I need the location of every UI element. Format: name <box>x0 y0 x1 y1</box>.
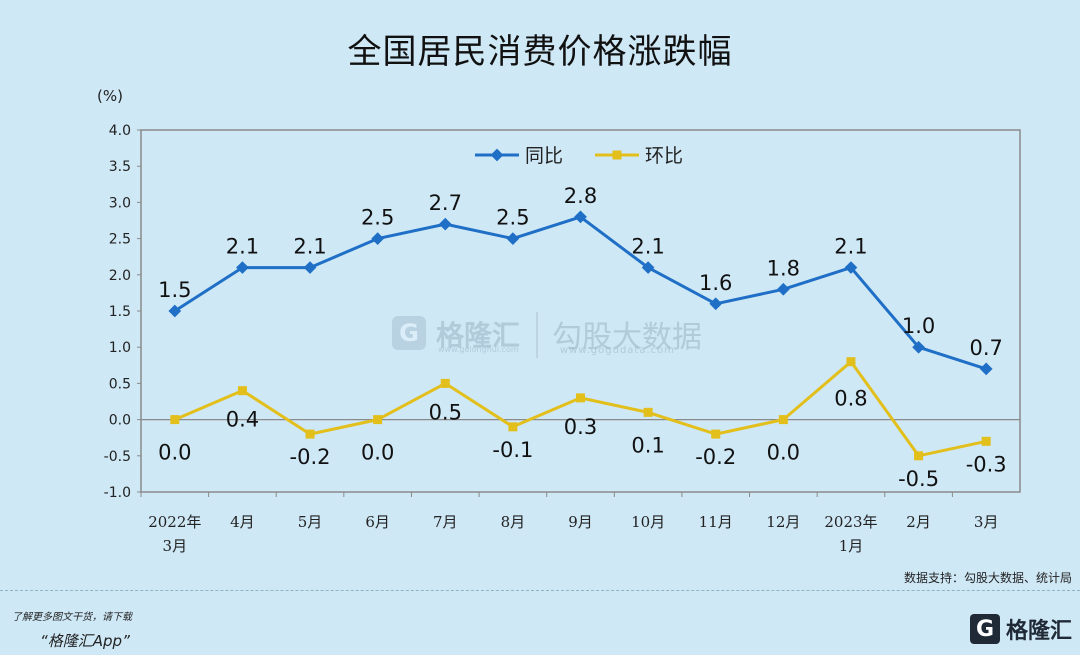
x-tick-label: 3月 <box>163 537 188 555</box>
legend-marker <box>612 150 622 160</box>
data-label: -0.5 <box>898 467 939 491</box>
data-point <box>643 407 653 417</box>
footer-divider <box>0 590 1080 591</box>
y-tick-label: 3.5 <box>109 159 131 175</box>
legend-label: 同比 <box>525 145 563 167</box>
data-label: 2.5 <box>361 206 394 230</box>
watermark-brand-url: www.gelonghui.com <box>438 345 519 354</box>
legend-marker <box>490 148 504 162</box>
data-label: 2.7 <box>429 191 462 215</box>
y-tick-label: 0.5 <box>109 376 131 392</box>
x-tick-label: 3月 <box>974 513 999 531</box>
chart-title: 全国居民消费价格涨跌幅 <box>347 32 733 72</box>
watermark-divider <box>536 312 538 358</box>
data-label: 0.8 <box>834 387 867 411</box>
data-point <box>711 429 721 439</box>
data-label: -0.1 <box>492 438 533 462</box>
data-point <box>170 415 180 425</box>
data-point <box>846 357 856 367</box>
y-tick-label: 0.0 <box>109 413 131 429</box>
data-point <box>303 261 317 274</box>
x-tick-label: 2022年 <box>148 513 201 531</box>
data-label: 0.1 <box>631 433 664 457</box>
data-label: 0.0 <box>158 441 191 465</box>
source-note: 数据支持：勾股大数据、统计局 <box>903 571 1072 585</box>
x-tick-label: 5月 <box>298 513 323 531</box>
x-tick-label: 10月 <box>631 513 665 531</box>
x-tick-label: 11月 <box>699 513 733 531</box>
x-tick-label: 2月 <box>906 513 931 531</box>
data-label: -0.3 <box>966 452 1007 476</box>
promo-text: 了解更多图文干货，请下载 <box>12 612 132 623</box>
data-point <box>237 386 247 396</box>
data-label: 2.1 <box>631 235 664 259</box>
x-tick-label: 9月 <box>568 513 593 531</box>
data-point <box>979 362 993 376</box>
data-label: -0.2 <box>290 445 331 469</box>
data-label: 0.3 <box>564 415 597 439</box>
data-label: 0.0 <box>767 441 800 465</box>
data-label: 2.1 <box>226 235 259 259</box>
data-point <box>508 422 518 432</box>
data-label: 0.5 <box>429 400 462 424</box>
x-tick-label: 12月 <box>766 513 800 531</box>
promo-app-name[interactable]: “格隆汇App” <box>40 632 130 650</box>
y-tick-label: 1.5 <box>109 304 131 320</box>
data-label: 2.8 <box>564 184 597 208</box>
x-tick-label: 6月 <box>365 513 390 531</box>
x-tick-label: 8月 <box>501 513 526 531</box>
y-tick-label: -1.0 <box>104 485 131 501</box>
data-label: 0.4 <box>226 408 259 432</box>
brand-name: 格隆汇 <box>1005 619 1072 644</box>
data-point <box>981 436 991 446</box>
data-point <box>709 297 723 311</box>
data-point <box>440 378 450 388</box>
legend-label: 环比 <box>645 145 683 167</box>
watermark-brand-name: 格隆汇 <box>436 319 521 352</box>
data-point <box>371 232 385 245</box>
x-tick-label: 1月 <box>839 537 864 555</box>
y-tick-label: 1.0 <box>109 340 131 356</box>
data-point <box>168 304 182 318</box>
y-tick-label: 2.5 <box>109 232 131 248</box>
data-label: 1.0 <box>902 314 935 338</box>
data-label: 2.1 <box>293 235 326 259</box>
data-label: 1.5 <box>158 278 191 302</box>
y-axis-unit-label: (%) <box>97 87 123 105</box>
y-tick-label: -0.5 <box>104 449 131 465</box>
data-label: 1.6 <box>699 271 732 295</box>
data-point <box>438 217 452 231</box>
data-point <box>914 451 924 461</box>
watermark-brand-name-2: 勾股大数据 <box>552 320 702 355</box>
data-point <box>305 429 315 439</box>
data-label: -0.2 <box>695 445 736 469</box>
cpi-line-chart: (%) 4.0 3.5 3.0 2.5 2.0 1.5 1.0 0.5 0.0 -0.5 -1.0 20… <box>97 87 1021 555</box>
data-point <box>576 393 585 403</box>
data-point <box>373 415 383 425</box>
data-point <box>236 261 249 274</box>
data-label: 2.5 <box>496 206 529 230</box>
data-point <box>506 232 520 245</box>
data-label: 1.8 <box>767 256 800 280</box>
x-tick-label: 4月 <box>230 513 255 531</box>
y-tick-label: 2.0 <box>109 268 131 284</box>
data-label: 0.0 <box>361 441 394 465</box>
watermark-brand-url-2: www.gogudata.com <box>560 345 676 356</box>
watermark-logo-icon: G <box>392 316 426 350</box>
data-point <box>776 282 790 296</box>
x-tick-label: 2023年 <box>824 513 877 531</box>
x-tick-label: 7月 <box>433 513 458 531</box>
data-point <box>778 415 788 425</box>
data-label: 0.7 <box>969 336 1002 360</box>
y-tick-label: 3.0 <box>109 195 131 211</box>
brand-logo[interactable]: G 格隆汇 <box>969 612 1072 646</box>
data-label: 2.1 <box>834 235 867 259</box>
brand-g-icon: G <box>969 614 1000 644</box>
y-tick-label: 4.0 <box>109 123 131 139</box>
